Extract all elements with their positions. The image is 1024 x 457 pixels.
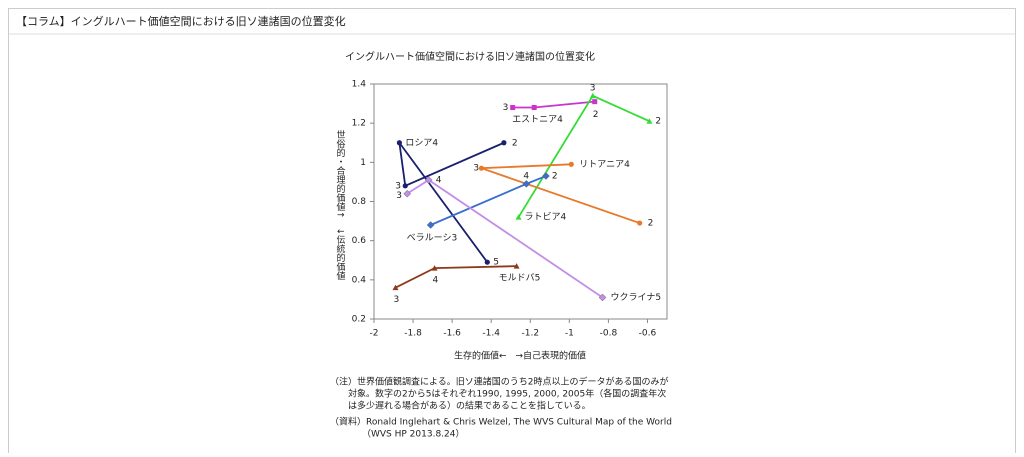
y-tick-label: 1 [360, 158, 366, 168]
point-label: 3 [395, 181, 401, 191]
point [392, 284, 399, 291]
x-axis-label: 生存的価値← →自己表現的価値 [454, 350, 586, 362]
point-label: 4 [433, 276, 439, 286]
point [598, 293, 607, 302]
point [515, 214, 522, 220]
point-label: 4 [523, 171, 529, 181]
point [592, 99, 598, 105]
point [402, 183, 408, 189]
y-tick-label: 0.4 [352, 275, 367, 285]
x-tick-label: -1.4 [482, 329, 500, 339]
point [478, 165, 485, 171]
point-label: 2 [552, 172, 558, 182]
point-label: ラトビア4 [525, 212, 567, 223]
point [637, 220, 643, 226]
point-label: ベラルーシ3 [407, 233, 458, 244]
x-tick-label: -2 [370, 329, 379, 339]
y-tick-label: 0.6 [352, 236, 367, 246]
point [426, 221, 435, 229]
point-label: モルドバ5 [499, 273, 541, 284]
series-line [398, 141, 505, 263]
point-label: 3 [393, 295, 399, 305]
x-tick-label: -1.6 [443, 329, 461, 339]
point-label: ウクライナ5 [611, 292, 662, 303]
chart-title: イングルハート価値空間における旧ソ連諸国の位置変化 [345, 50, 595, 63]
point [513, 263, 520, 269]
point-label: 2 [648, 219, 654, 229]
note-line: （WVS HP 2013.8.24） [362, 429, 465, 440]
note-line: （資料）Ronald Inglehart & Chris Welzel, The… [330, 416, 672, 428]
y-tick-label: 1.4 [352, 80, 367, 90]
y-tick-label: 0.2 [352, 315, 366, 325]
x-tick-label: -0.8 [600, 329, 618, 339]
point-label: 3 [503, 103, 509, 113]
note-line: （注）世界価値観調査による。旧ソ連諸国のうち2時点以上のデータがある国のみが [330, 376, 668, 388]
x-tick-label: -1 [565, 329, 574, 339]
header-title: 【コラム】イングルハート価値空間における旧ソ連諸国の位置変化 [16, 14, 346, 28]
point-label: 5 [493, 258, 499, 268]
point-label: 2 [655, 117, 661, 127]
point-label: 2 [593, 110, 599, 120]
point-label: リトアニア4 [579, 160, 630, 170]
point-label: 2 [512, 138, 518, 148]
point [542, 172, 550, 180]
point [403, 189, 412, 198]
point [484, 259, 490, 265]
point-label: 3 [473, 164, 479, 174]
x-tick-label: -1.2 [521, 329, 539, 339]
x-tick-label: -1.8 [404, 329, 422, 339]
point [431, 265, 438, 271]
y-tick-label: 0.8 [352, 197, 367, 207]
point-label: ロシア4 [405, 138, 438, 148]
note-line: は多少遅れる場合がある）の結果であることを指している。 [348, 400, 591, 412]
y-axis-label: 世俗的・合理的価値↑ ↓伝統的価値 [335, 129, 346, 281]
note-line: 対象。数字の2から5はそれぞれ1990, 1995, 2000, 2005年（各… [348, 388, 666, 400]
point [522, 180, 531, 188]
point-label: 3 [590, 83, 596, 93]
x-tick-label: -0.6 [639, 329, 657, 339]
point [424, 176, 433, 184]
frame [8, 8, 1016, 457]
point [396, 140, 402, 146]
point [531, 105, 537, 110]
point-label: 3 [396, 191, 402, 201]
y-tick-label: 1.2 [352, 119, 366, 129]
point-label: 4 [436, 175, 442, 185]
point [646, 118, 653, 124]
point-label: エストニア4 [512, 115, 563, 125]
point [501, 140, 507, 146]
point [568, 161, 574, 167]
point [510, 105, 516, 110]
point [589, 92, 596, 99]
